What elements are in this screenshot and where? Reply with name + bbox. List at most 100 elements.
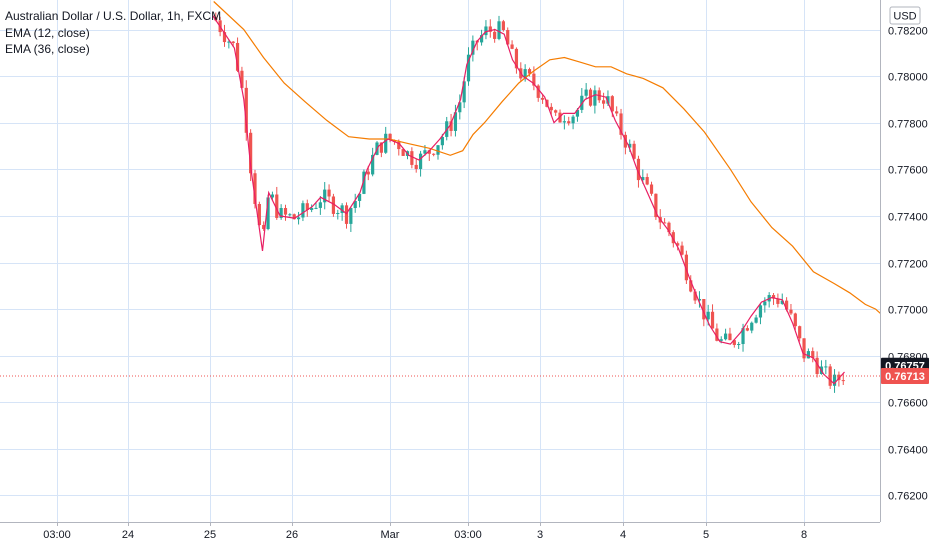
candle-down xyxy=(789,309,793,314)
candle-down xyxy=(540,97,545,100)
candle-up xyxy=(279,208,283,218)
candle-down xyxy=(327,189,331,197)
symbol-title[interactable]: Australian Dollar / U.S. Dollar, 1h, FXC… xyxy=(5,9,222,23)
candle-down xyxy=(619,113,623,135)
candle-down xyxy=(802,338,806,359)
candle-down xyxy=(671,232,675,244)
candle-up xyxy=(523,69,527,79)
price-tick-label: 0.77800 xyxy=(888,119,928,131)
candle-down xyxy=(567,121,571,124)
candle-down xyxy=(493,31,497,39)
candle-down xyxy=(798,326,802,339)
candle-down xyxy=(501,21,505,31)
price-tick-label: 0.77200 xyxy=(888,259,928,271)
time-tick-label: 8 xyxy=(801,529,807,541)
candle-down xyxy=(785,300,789,310)
price-badge-label: 0.76713 xyxy=(885,371,925,383)
candle-down xyxy=(262,225,266,230)
candle-up xyxy=(479,35,484,43)
candle-down xyxy=(558,112,562,123)
time-tick-label: 24 xyxy=(122,529,134,541)
candle-up xyxy=(423,150,427,154)
candle-down xyxy=(676,243,680,246)
grid xyxy=(0,0,880,522)
candle-up xyxy=(362,171,366,194)
candle-up xyxy=(310,208,314,210)
time-tick-label: 25 xyxy=(204,529,216,541)
time-tick-label: 4 xyxy=(620,529,626,541)
candle-up xyxy=(497,21,501,39)
candle-down xyxy=(649,184,654,194)
time-axis-labels: 03:00 24 25 26 Mar 03:00 3 4 5 8 xyxy=(43,522,807,541)
price-tick-label: 0.77000 xyxy=(888,305,928,317)
candle-up xyxy=(453,112,458,131)
candle-down xyxy=(240,70,244,88)
candle-up xyxy=(606,96,610,104)
candle-down xyxy=(811,351,815,358)
candle-down xyxy=(732,340,736,345)
candle-down xyxy=(815,357,819,375)
candle-down xyxy=(601,100,606,104)
candle-down xyxy=(392,139,397,142)
time-tick-label: 03:00 xyxy=(454,529,482,541)
indicator-ema-12[interactable]: EMA (12, close) xyxy=(5,25,90,40)
time-axis-background[interactable] xyxy=(0,522,932,550)
candle-up xyxy=(641,177,645,181)
candle-down xyxy=(414,164,418,169)
candle-up xyxy=(584,89,588,96)
candle-up xyxy=(750,322,754,331)
candle-down xyxy=(427,150,431,154)
candle-down xyxy=(645,177,649,185)
candle-down xyxy=(549,106,553,111)
candle-down xyxy=(715,328,719,341)
candle-down xyxy=(235,42,240,71)
candle-up xyxy=(436,145,440,155)
candle-up xyxy=(353,200,357,209)
last-price-badge xyxy=(881,367,929,384)
candle-down xyxy=(728,333,732,341)
candle-down xyxy=(654,193,658,218)
currency-button[interactable]: USD xyxy=(889,6,921,25)
candle-up xyxy=(719,339,723,341)
price-tick-label: 0.76600 xyxy=(888,398,928,410)
candle-up xyxy=(832,374,837,386)
candle-up xyxy=(471,40,475,55)
vertical-gridlines xyxy=(57,0,805,522)
candle-up xyxy=(288,214,292,216)
candle-up xyxy=(628,143,632,148)
candle-down xyxy=(388,133,392,140)
candle-up xyxy=(484,26,488,36)
candle-down xyxy=(793,313,797,327)
candle-down xyxy=(244,87,248,133)
candle-up xyxy=(227,41,231,43)
time-tick-label: 26 xyxy=(286,529,298,541)
price-axis-background[interactable] xyxy=(880,0,932,522)
candle-down xyxy=(379,142,383,153)
candle-down xyxy=(532,73,536,86)
candle-down xyxy=(527,69,532,74)
candle-down xyxy=(684,254,688,281)
candle-down xyxy=(636,158,641,181)
candle-up xyxy=(266,197,270,230)
candle-up xyxy=(706,311,710,320)
candle-down xyxy=(615,111,619,114)
indicator-ema-36[interactable]: EMA (36, close) xyxy=(5,42,90,56)
candle-down xyxy=(710,311,715,329)
candle-up xyxy=(754,317,758,323)
candle-down xyxy=(488,26,492,32)
candle-up xyxy=(371,154,375,175)
candle-up xyxy=(384,133,388,153)
time-tick-label: 3 xyxy=(537,529,543,541)
candle-down xyxy=(344,205,349,224)
candle-down xyxy=(292,214,296,220)
candle-down xyxy=(745,328,749,331)
candle-down xyxy=(397,141,401,150)
candle-down xyxy=(432,153,436,155)
candle-down xyxy=(702,298,706,320)
candle-down xyxy=(667,222,671,233)
candle-up xyxy=(571,116,575,124)
candle-down xyxy=(449,121,453,131)
candle-up xyxy=(763,301,767,306)
